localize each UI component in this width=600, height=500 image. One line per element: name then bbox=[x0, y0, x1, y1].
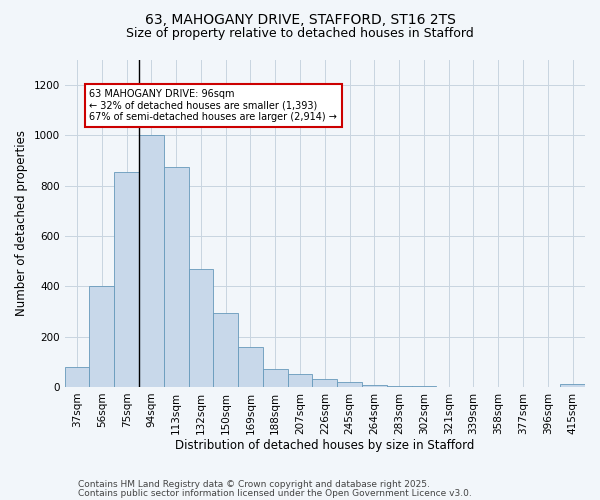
Text: 63 MAHOGANY DRIVE: 96sqm
← 32% of detached houses are smaller (1,393)
67% of sem: 63 MAHOGANY DRIVE: 96sqm ← 32% of detach… bbox=[89, 89, 337, 122]
Bar bbox=[65, 367, 89, 387]
Bar bbox=[387, 386, 412, 387]
Text: Size of property relative to detached houses in Stafford: Size of property relative to detached ho… bbox=[126, 28, 474, 40]
Bar bbox=[313, 380, 337, 387]
X-axis label: Distribution of detached houses by size in Stafford: Distribution of detached houses by size … bbox=[175, 440, 475, 452]
Bar bbox=[164, 167, 188, 387]
Bar bbox=[139, 136, 164, 387]
Bar bbox=[560, 384, 585, 387]
Text: 63, MAHOGANY DRIVE, STAFFORD, ST16 2TS: 63, MAHOGANY DRIVE, STAFFORD, ST16 2TS bbox=[145, 12, 455, 26]
Text: Contains public sector information licensed under the Open Government Licence v3: Contains public sector information licen… bbox=[78, 489, 472, 498]
Bar bbox=[362, 385, 387, 387]
Text: Contains HM Land Registry data © Crown copyright and database right 2025.: Contains HM Land Registry data © Crown c… bbox=[78, 480, 430, 489]
Bar bbox=[188, 269, 214, 387]
Bar bbox=[89, 286, 114, 387]
Bar bbox=[412, 386, 436, 387]
Y-axis label: Number of detached properties: Number of detached properties bbox=[15, 130, 28, 316]
Bar bbox=[287, 374, 313, 387]
Bar bbox=[263, 370, 287, 387]
Bar bbox=[114, 172, 139, 387]
Bar bbox=[238, 346, 263, 387]
Bar bbox=[214, 313, 238, 387]
Bar bbox=[337, 382, 362, 387]
